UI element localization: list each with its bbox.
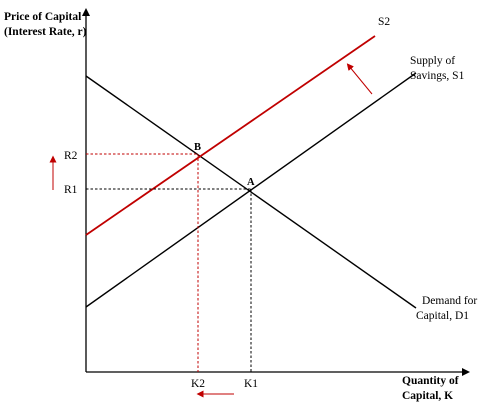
k1-tick-label: K1 (244, 378, 258, 390)
supply-curve-s2 (85, 35, 376, 236)
point-a-label: A (247, 177, 255, 188)
point-b-label: B (194, 142, 201, 153)
x-axis-label-line1: Quantity of (402, 375, 459, 387)
y-axis-label-line1: Price of Capital (4, 11, 81, 23)
s2-label: S2 (378, 16, 390, 28)
r2-tick-label: R2 (64, 150, 78, 162)
k2-tick-label: K2 (191, 378, 205, 390)
s1-label-line1: Supply of (410, 55, 455, 67)
d1-label-line2: Capital, D1 (416, 310, 469, 322)
supply-shift-arrow (346, 63, 373, 95)
d1-label-line1: Demand for (422, 295, 477, 307)
r1-tick-label: R1 (64, 184, 78, 196)
s1-label-line2: Savings, S1 (410, 70, 465, 82)
x-axis-label-line2: Capital, K (402, 390, 453, 402)
demand-curve-d1 (85, 75, 417, 309)
y-axis-label-line2: (Interest Rate, r) (4, 26, 87, 38)
